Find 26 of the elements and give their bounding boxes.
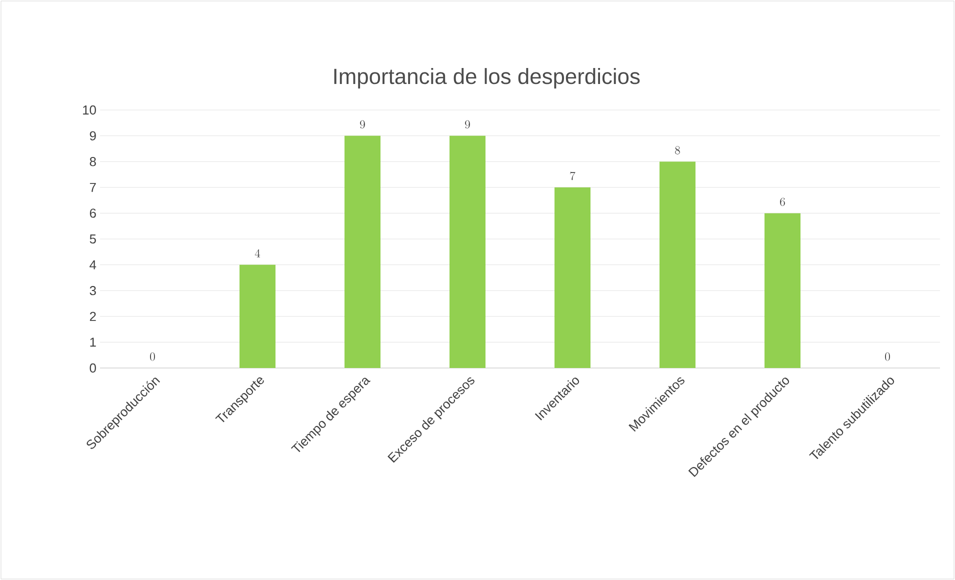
y-tick-label: 2 — [90, 312, 96, 321]
data-label: 0 — [150, 352, 155, 361]
data-label: 9 — [360, 120, 365, 129]
data-label: 4 — [254, 249, 260, 258]
bar — [764, 213, 800, 368]
data-label: 0 — [885, 352, 890, 361]
y-tick-label: 8 — [90, 157, 96, 166]
bar — [660, 162, 696, 368]
data-label: 7 — [570, 172, 576, 180]
y-tick-label: 4 — [90, 260, 96, 270]
bar — [240, 264, 276, 368]
y-tick-label: 1 — [90, 338, 96, 347]
data-label: 8 — [675, 146, 680, 154]
y-tick-label: 3 — [90, 286, 96, 296]
data-label: 6 — [780, 198, 785, 206]
bar — [450, 136, 486, 368]
bar — [344, 136, 380, 368]
data-label: 9 — [465, 120, 470, 129]
y-tick-label: 7 — [90, 182, 96, 192]
chart-title: Importancia de los desperdicios — [334, 68, 640, 88]
y-tick-label: 0 — [90, 363, 96, 373]
y-tick-label: 9 — [90, 131, 96, 140]
y-tick-label: 5 — [90, 234, 96, 244]
y-tick-label: 6 — [90, 208, 96, 218]
y-tick-label: 10 — [83, 105, 96, 115]
bar — [554, 187, 590, 368]
